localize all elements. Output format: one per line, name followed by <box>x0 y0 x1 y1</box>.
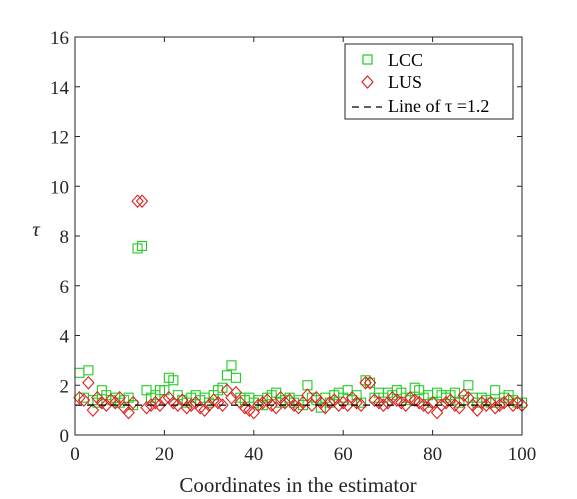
lus-point <box>144 398 158 412</box>
y-tick-label: 8 <box>60 227 70 248</box>
lus-point <box>86 403 100 417</box>
legend-label-lcc: LCC <box>388 50 423 70</box>
y-tick-label: 14 <box>50 78 70 99</box>
y-tick-label: 2 <box>60 376 70 397</box>
y-tick-label: 10 <box>50 177 69 198</box>
lcc-point <box>449 387 461 398</box>
x-tick-label: 20 <box>155 444 174 465</box>
lus-point <box>439 395 453 410</box>
y-tick-label: 12 <box>50 128 69 149</box>
lcc-point <box>137 240 148 251</box>
lus-point <box>113 390 126 405</box>
legend-label-lus: LUS <box>388 72 422 92</box>
lcc-point <box>217 382 228 393</box>
lus-point <box>122 405 135 420</box>
lcc-point <box>226 360 237 371</box>
y-tick-label: 6 <box>60 277 70 298</box>
lus-point <box>184 398 198 412</box>
lus-point <box>158 393 171 407</box>
plot-frame <box>74 36 523 436</box>
legend-label-line: Line of τ =1.2 <box>388 96 489 116</box>
lcc-point <box>83 365 94 376</box>
y-axis-label: τ <box>32 217 41 241</box>
x-tick-label: 40 <box>244 444 263 465</box>
data-series <box>73 194 529 420</box>
lus-point <box>363 375 377 390</box>
lus-point <box>323 395 337 410</box>
y-tick-label: 16 <box>50 28 69 49</box>
lus-point <box>479 398 493 412</box>
lcc-point <box>463 380 474 391</box>
x-tick-label: 0 <box>70 444 80 465</box>
lus-point <box>506 398 520 412</box>
lus-point <box>225 390 238 405</box>
lus-point <box>354 398 368 412</box>
lcc-point <box>364 377 376 388</box>
x-tick-label: 100 <box>508 444 537 465</box>
lus-point <box>77 393 91 407</box>
lcc-point <box>490 385 501 396</box>
lcc-point <box>168 375 179 386</box>
lus-point <box>126 395 140 410</box>
lus-point <box>135 194 149 208</box>
lus-point <box>332 398 345 412</box>
lus-point <box>198 403 211 417</box>
lus-point <box>497 395 511 410</box>
lus-point <box>435 398 448 412</box>
y-tick-label: 4 <box>60 327 70 348</box>
lus-point <box>171 398 185 412</box>
legend: LCC LUS Line of τ =1.2 <box>344 43 514 120</box>
lcc-point <box>92 397 103 408</box>
lus-point <box>216 398 229 412</box>
legend-marker-lcc <box>362 54 373 65</box>
lus-point <box>256 395 269 410</box>
lus-point <box>426 395 439 410</box>
lus-point <box>108 395 122 410</box>
x-tick-label: 60 <box>334 444 353 465</box>
lus-point <box>278 395 292 410</box>
tick-labels: 0 20 40 60 80 100 0 2 4 6 8 10 12 14 16 <box>50 28 536 465</box>
lus-point <box>359 375 372 390</box>
x-axis-label: Coordinates in the estimator <box>179 473 416 497</box>
lus-point <box>301 388 314 403</box>
lus-point <box>252 398 265 412</box>
lcc-point <box>356 397 367 408</box>
x-tick-label: 80 <box>423 444 442 465</box>
lus-point <box>153 398 167 412</box>
legend-marker-lus <box>361 75 374 89</box>
lcc-point <box>230 372 241 383</box>
lus-point <box>131 194 144 208</box>
lus-point <box>229 385 243 400</box>
lus-point <box>82 375 95 390</box>
y-tick-label: 0 <box>60 426 70 447</box>
lus-point <box>377 398 390 412</box>
lus-point <box>493 398 506 412</box>
legend-box <box>344 43 514 120</box>
